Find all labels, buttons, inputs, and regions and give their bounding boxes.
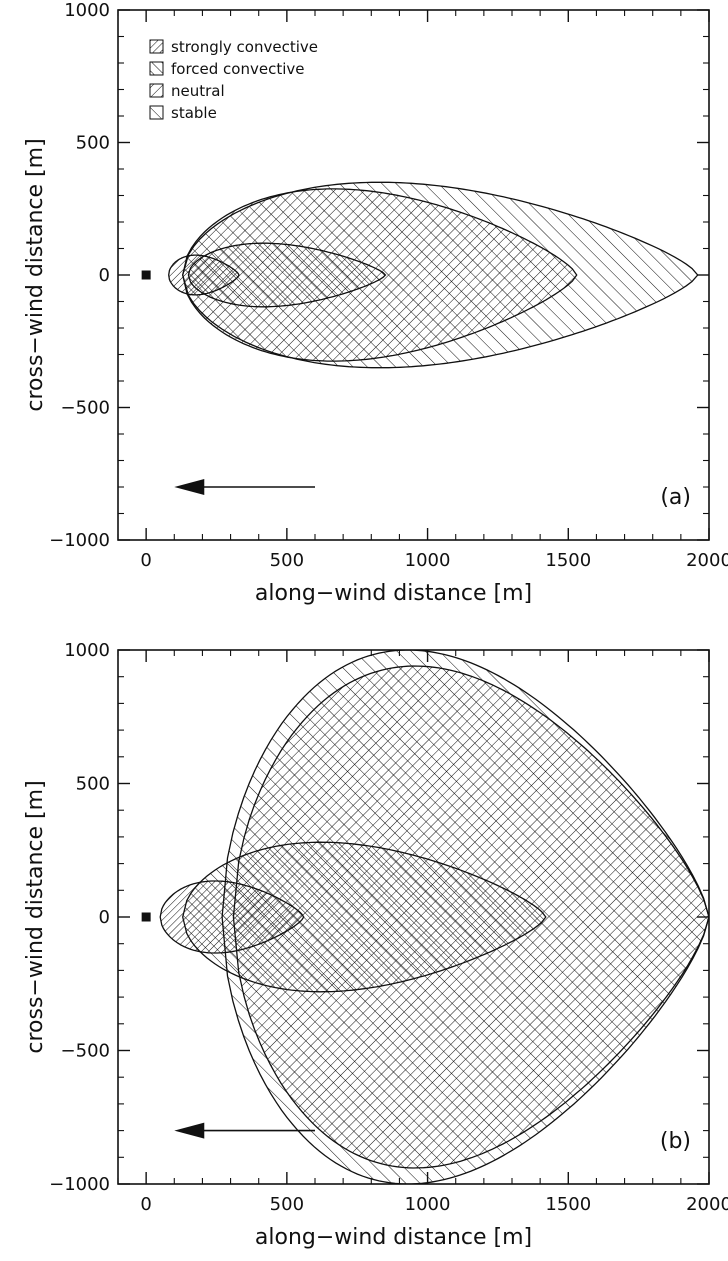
y-tick-label: 500: [76, 774, 110, 795]
source-marker: [141, 912, 151, 922]
y-tick-label: −500: [61, 398, 110, 419]
x-tick-label: 2000: [686, 550, 728, 571]
x-tick-label: 1500: [545, 550, 591, 571]
wind-arrow-head: [174, 479, 205, 495]
x-tick-label: 1000: [405, 1194, 451, 1215]
footprint-forced-convective: [187, 242, 387, 308]
y-tick-label: 1000: [64, 640, 110, 661]
y-tick-label: 0: [99, 265, 110, 286]
x-tick-label: 0: [140, 1194, 151, 1215]
footprint-forced-convective: [182, 841, 547, 993]
x-tick-label: 500: [270, 1194, 304, 1215]
footprint-strongly-convective: [159, 880, 305, 954]
legend-label-neutral: neutral: [171, 82, 225, 100]
panel-b: 0 500 1000 1500 2000 −1000 −500 0 500 1000 along−w…: [23, 640, 728, 1250]
footprint-strongly-convective: [168, 254, 240, 296]
legend-swatch-neutral: [149, 83, 164, 98]
legend-swatch-forced-convective: [149, 61, 164, 76]
x-tick-label: 0: [140, 550, 151, 571]
y-tick-label: 500: [76, 133, 110, 154]
x-tick-label: 500: [270, 550, 304, 571]
panel-a: 0 500 1000 1500 2000 −1000 −500 0 500 1000 along−w…: [23, 0, 728, 606]
legend-label-strongly-convective: strongly convective: [171, 38, 318, 56]
y-tick-label: 0: [99, 907, 110, 928]
panel-label: (a): [660, 485, 691, 510]
legend-swatch-stable: [149, 105, 164, 120]
legend: strongly convective forced convective neut…: [149, 38, 318, 122]
x-tick-label: 1000: [405, 550, 451, 571]
legend-label-forced-convective: forced convective: [171, 60, 305, 78]
legend-swatch-strongly-convective: [149, 39, 164, 54]
y-tick-label: −1000: [49, 1174, 110, 1195]
x-axis-title: along−wind distance [m]: [255, 581, 532, 606]
y-tick-label: −500: [61, 1041, 110, 1062]
x-axis-title: along−wind distance [m]: [255, 1225, 532, 1250]
footprint-areas: [168, 181, 699, 369]
y-axis-title: cross−wind distance [m]: [23, 138, 48, 411]
x-tick-label: 1500: [545, 1194, 591, 1215]
y-tick-label: 1000: [64, 0, 110, 21]
footprint-areas: [159, 650, 709, 1184]
source-marker: [141, 270, 151, 280]
wind-arrow-head: [174, 1122, 205, 1139]
y-axis-title: cross−wind distance [m]: [23, 780, 48, 1053]
x-tick-label: 2000: [686, 1194, 728, 1215]
panel-label: (b): [660, 1129, 691, 1154]
legend-label-stable: stable: [171, 104, 217, 122]
y-tick-label: −1000: [49, 530, 110, 551]
